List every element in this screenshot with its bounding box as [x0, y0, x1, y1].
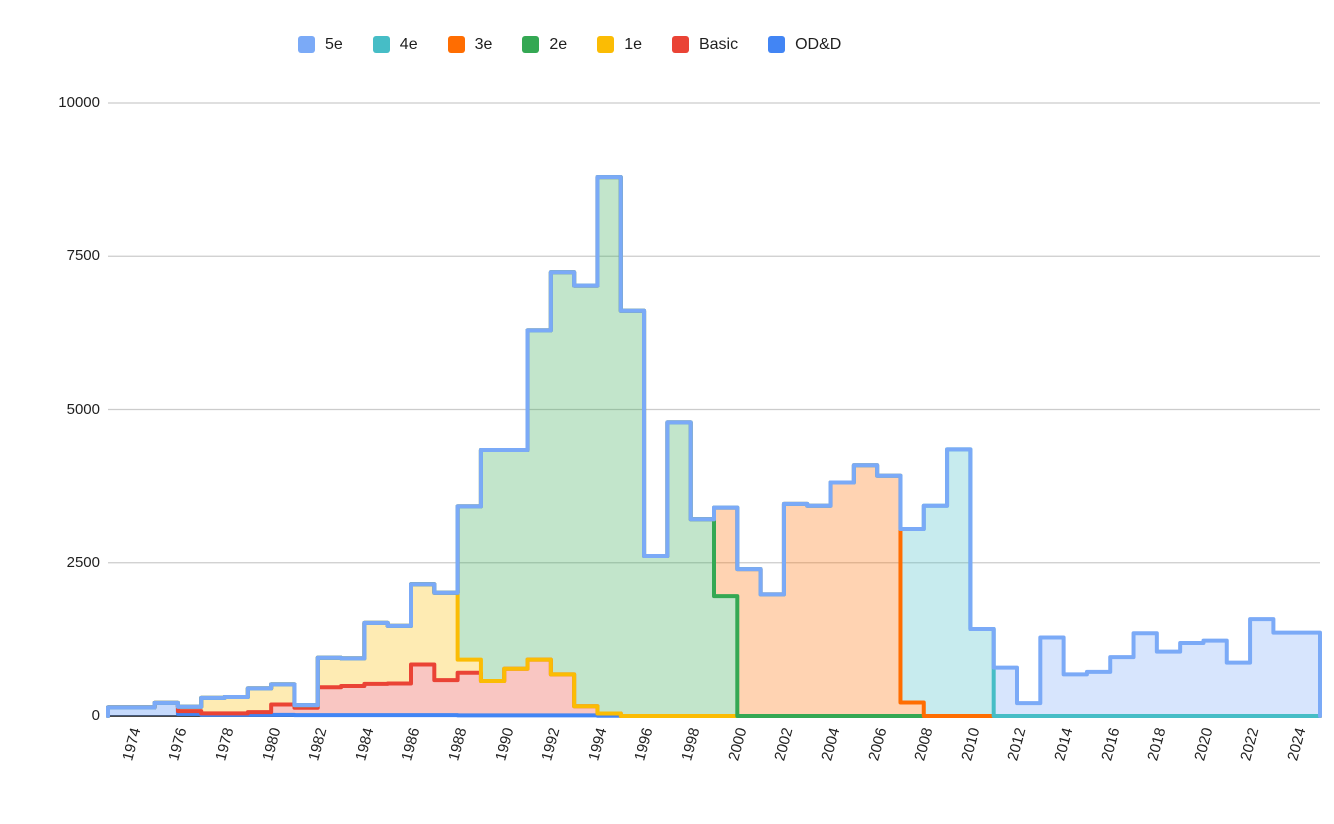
series-line-5e — [106, 175, 1322, 718]
legend-item-odd[interactable]: OD&D — [768, 36, 841, 53]
legend-item-1e[interactable]: 1e — [597, 36, 642, 53]
chart-legend: 5e 4e 3e 2e 1e Basic OD&D — [298, 36, 841, 53]
legend-label-odd: OD&D — [795, 36, 842, 53]
legend-label-3e: 3e — [474, 36, 493, 53]
legend-swatch-1e — [597, 36, 615, 53]
legend-label-basic: Basic — [698, 36, 739, 53]
legend-swatch-basic — [671, 36, 689, 53]
legend-item-basic[interactable]: Basic — [671, 36, 739, 53]
legend-item-2e[interactable]: 2e — [522, 36, 567, 53]
legend-swatch-odd — [768, 36, 786, 53]
legend-swatch-4e — [372, 36, 390, 53]
y-tick-label-2500: 2500 — [66, 553, 100, 571]
legend-label-4e: 4e — [399, 36, 418, 53]
legend-item-3e[interactable]: 3e — [447, 36, 493, 53]
y-tick-label-7500: 7500 — [66, 247, 100, 265]
legend-label-1e: 1e — [624, 36, 642, 53]
y-tick-label-0: 0 — [91, 707, 100, 724]
y-tick-label-10000: 10000 — [58, 94, 100, 111]
y-tick-label-5000: 5000 — [66, 400, 100, 418]
legend-item-5e[interactable]: 5e — [298, 36, 343, 53]
legend-swatch-2e — [522, 36, 540, 53]
legend-swatch-3e — [447, 36, 465, 53]
legend-label-5e: 5e — [325, 36, 343, 53]
series-area-5e — [108, 177, 1320, 717]
legend-label-2e: 2e — [549, 36, 568, 53]
series-area-2e — [108, 177, 1320, 717]
legend-item-4e[interactable]: 4e — [372, 36, 418, 53]
legend-swatch-5e — [298, 36, 315, 53]
